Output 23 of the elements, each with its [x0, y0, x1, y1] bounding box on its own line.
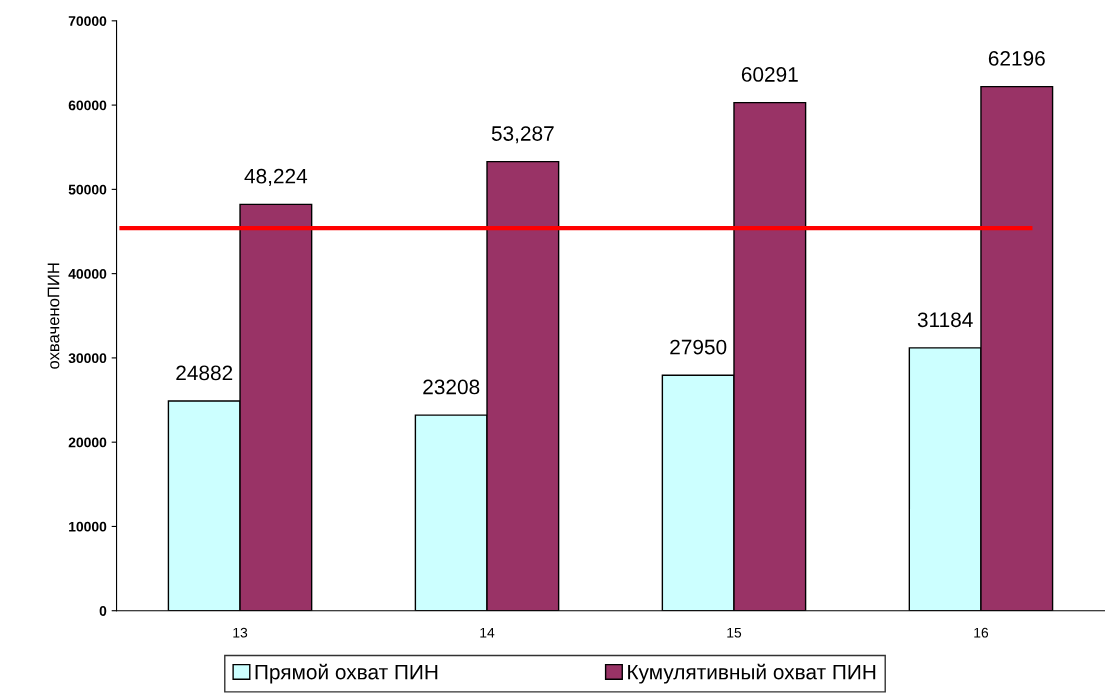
- y-tick-label: 40000: [68, 268, 107, 279]
- y-tick-label: 10000: [69, 521, 107, 532]
- y-tick-label: 0: [99, 606, 107, 616]
- y-tick-label: 50000: [68, 184, 107, 195]
- y-tick-label: 60000: [68, 100, 107, 111]
- x-tick-label: 16: [974, 627, 989, 638]
- y-tick-label: 30000: [68, 353, 107, 364]
- data-label: 62196: [988, 51, 1045, 66]
- legend-label: Прямой охват ПИН: [255, 663, 438, 684]
- data-label: 48,224: [244, 168, 308, 187]
- data-label: 53,287: [491, 126, 554, 144]
- data-label: 27950: [670, 339, 727, 355]
- y-axis-title: охваченоПИН: [47, 263, 60, 369]
- x-tick-label: 15: [727, 627, 742, 638]
- data-label: 60291: [741, 67, 798, 82]
- data-label: 31184: [917, 312, 973, 328]
- data-label: 24882: [176, 365, 233, 381]
- legend-label: Кумулятивный охват ПИН: [628, 663, 876, 684]
- y-tick-label: 20000: [68, 437, 107, 448]
- x-tick-label: 13: [233, 627, 248, 638]
- data-label: 23208: [423, 379, 480, 395]
- x-tick-label: 14: [480, 627, 495, 638]
- y-tick-label: 70000: [68, 16, 107, 26]
